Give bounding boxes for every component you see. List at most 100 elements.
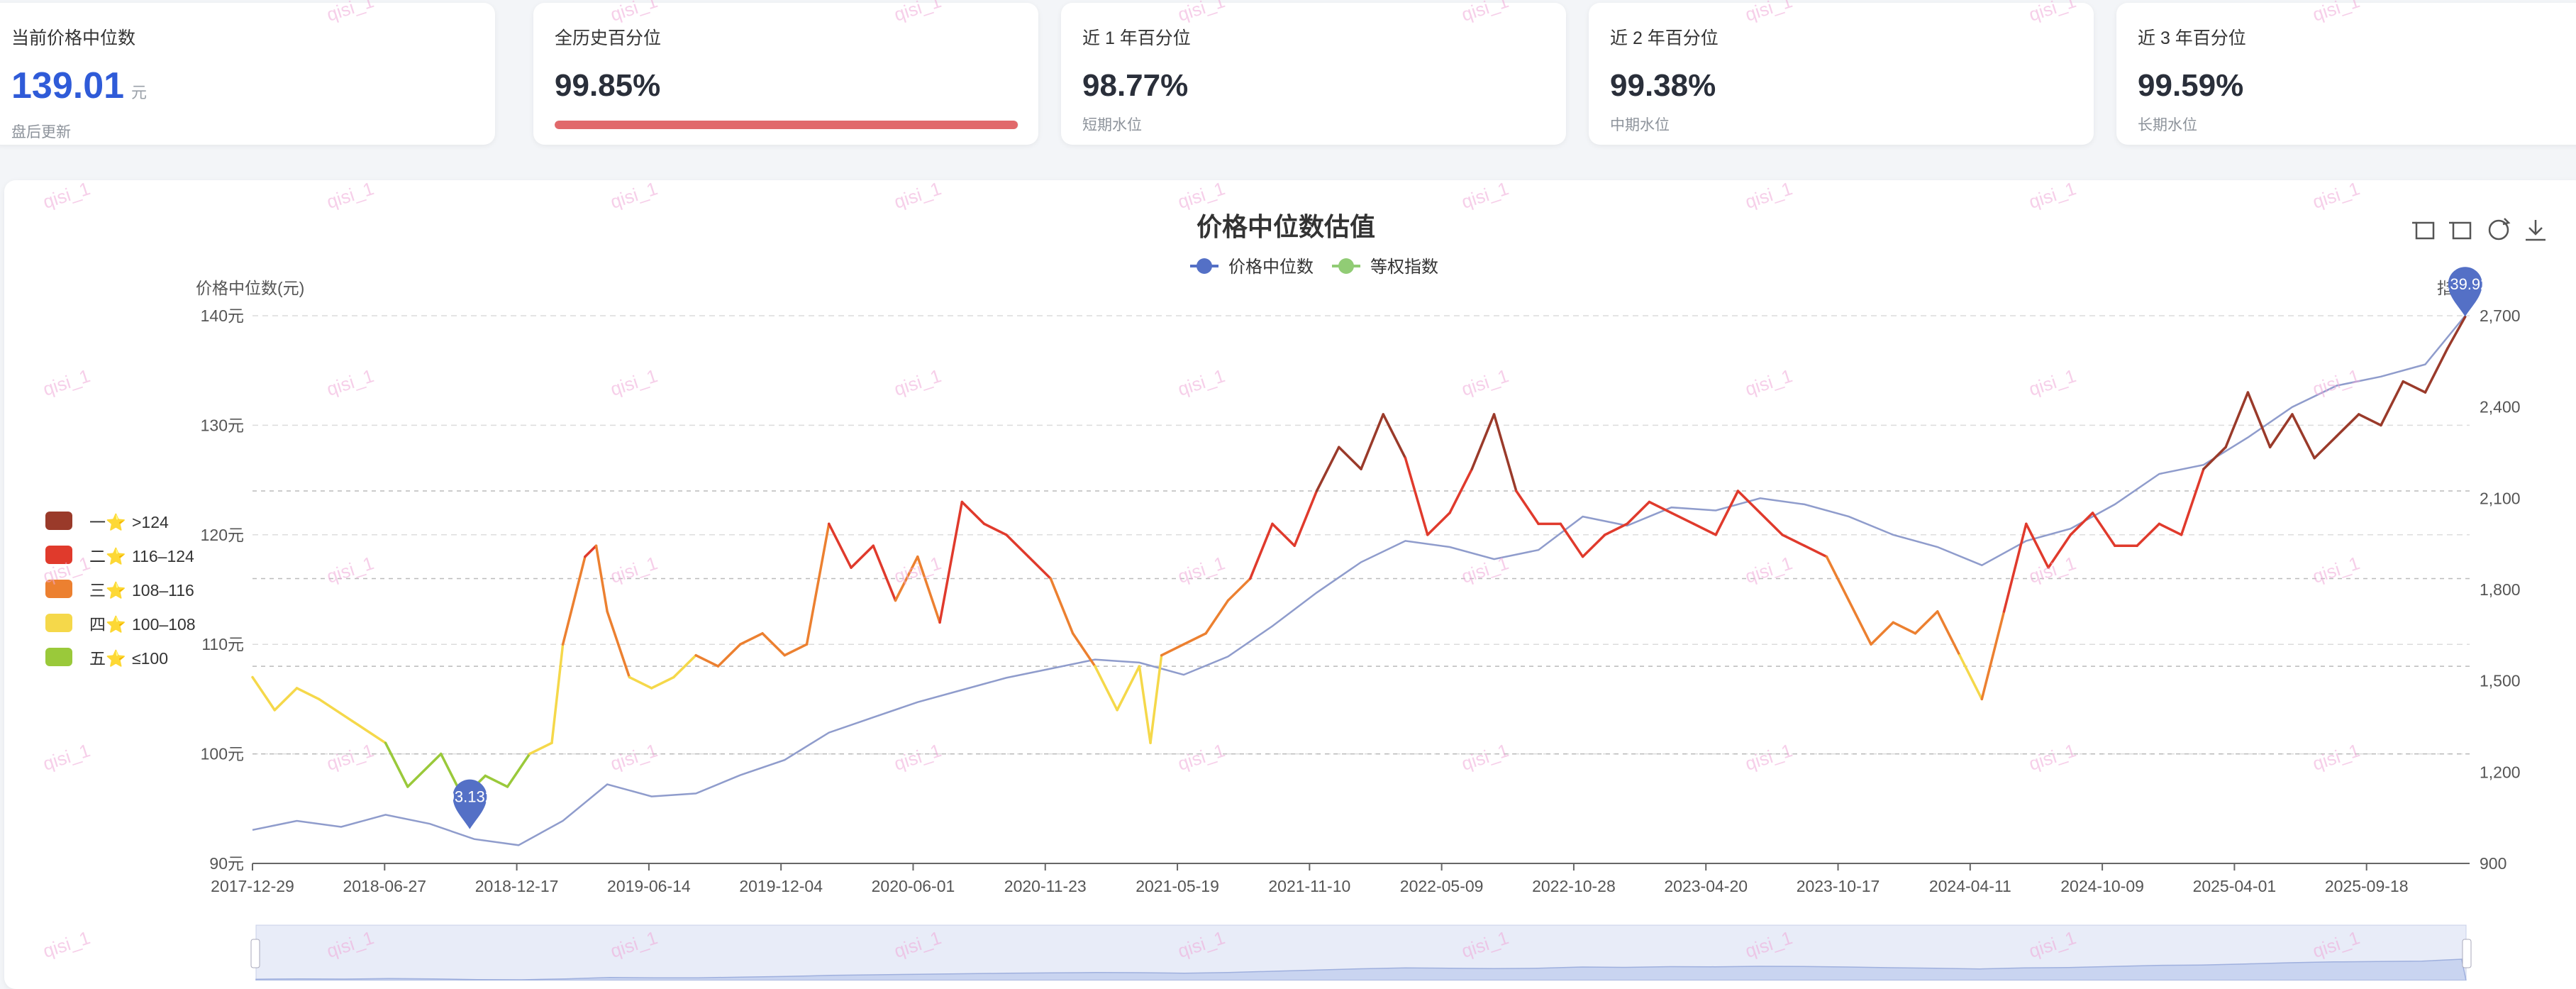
median-segment	[561, 555, 587, 646]
card-subtitle: 盘后更新	[11, 124, 71, 140]
median-segment	[1670, 512, 1695, 526]
card-subtitle: 中期水位	[1610, 117, 1670, 133]
percentile-value: 98.77%	[1082, 68, 1189, 103]
percentile-progress-fill	[555, 121, 1018, 129]
band-range: ≤100	[132, 649, 168, 668]
median-segment	[2445, 315, 2467, 350]
card-title: 当前价格中位数	[11, 28, 136, 48]
value-text: 139.01	[11, 65, 125, 106]
median-segment	[960, 500, 986, 526]
median-segment	[872, 544, 897, 602]
x-tick-label: 2017-12-29	[211, 877, 294, 895]
download-icon[interactable]	[2526, 220, 2546, 241]
x-tick-label: 2024-10-09	[2060, 877, 2144, 895]
median-valuation-chart[interactable]: 价格中位数估值价格中位数等权指数价格中位数(元)指数90元100元110元120…	[4, 180, 2576, 980]
median-segment	[295, 687, 321, 701]
median-segment	[2047, 534, 2072, 569]
median-segment	[1005, 534, 1030, 558]
x-tick-label: 2025-09-18	[2325, 877, 2409, 895]
band-swatch	[45, 512, 72, 530]
median-segment	[1271, 522, 1296, 547]
restore-icon[interactable]	[2488, 218, 2511, 241]
band-range: 108–116	[132, 581, 194, 600]
median-segment	[2402, 380, 2427, 394]
card-title: 全历史百分位	[555, 28, 662, 48]
y-tick-right: 2,400	[2480, 398, 2521, 416]
band-range: 100–108	[132, 615, 196, 634]
x-tick-label: 2023-04-20	[1664, 877, 1748, 895]
zoom-select-icon[interactable]	[2412, 221, 2435, 240]
median-segment	[1337, 446, 1362, 470]
x-axis: 2017-12-29 2018-06-27 2018-12-17 2019-06-14…	[211, 863, 2470, 895]
median-segment	[1027, 555, 1053, 580]
median-segment	[2357, 413, 2382, 427]
band-legend-item: 四⭐ 100–108	[45, 614, 196, 634]
max-marker: 139.92	[2441, 267, 2489, 317]
median-segment	[2291, 413, 2316, 460]
median-segment	[1692, 522, 1717, 536]
marker-pin	[453, 779, 487, 829]
median-segment	[1182, 632, 1207, 646]
y-tick-right: 900	[2480, 854, 2506, 873]
current-median-value: 139.01 元	[11, 65, 474, 111]
value-unit: 元	[131, 84, 148, 101]
card-title: 近 3 年百分位	[2138, 28, 2246, 48]
median-segment	[1149, 653, 1163, 744]
median-segment	[1825, 555, 1850, 602]
x-tick-label: 2022-10-28	[1532, 877, 1616, 895]
median-segment	[2335, 413, 2360, 438]
y-tick-right: 2,100	[2480, 489, 2521, 507]
x-tick-label: 2018-12-17	[475, 877, 559, 895]
median-segment	[1426, 512, 1451, 536]
y-tick-left: 140元	[201, 306, 244, 325]
x-tick-label: 2020-06-01	[872, 877, 955, 895]
median-segment	[761, 632, 786, 657]
median-segment	[1847, 599, 1872, 646]
median-segment	[694, 653, 720, 668]
median-segment	[1781, 534, 1806, 547]
median-segment	[1204, 599, 1230, 635]
median-segment	[1448, 468, 1474, 514]
median-segment	[2424, 347, 2449, 394]
median-segment	[606, 610, 631, 679]
band-legend-item: 二⭐ 116–124	[45, 546, 194, 565]
median-segment	[2202, 446, 2227, 470]
y-tick-right: 1,800	[2480, 580, 2521, 599]
median-segment	[716, 643, 742, 668]
slider-handle-right	[2462, 939, 2472, 968]
median-segment	[1581, 534, 1606, 558]
band-legend-item: 一⭐ >124	[45, 512, 169, 531]
median-segment	[894, 555, 919, 602]
chart-title: 价格中位数估值	[1197, 212, 1375, 241]
percentile-value: 99.59%	[2138, 68, 2244, 103]
x-tick-label: 2021-05-19	[1136, 877, 1219, 895]
legend-item-1[interactable]: 等权指数	[1332, 258, 1438, 277]
median-segment	[1648, 500, 1673, 514]
x-tick-label: 2020-11-23	[1004, 877, 1087, 895]
percentile-value: 99.85%	[555, 68, 661, 103]
median-segment	[2180, 468, 2205, 536]
median-segment	[1892, 621, 1917, 635]
band-label: 一⭐	[89, 513, 126, 531]
median-segment	[1404, 456, 1429, 536]
median-segment	[594, 544, 609, 613]
median-segment	[1470, 413, 1496, 470]
median-segment	[1914, 610, 1939, 635]
chart-panel: 价格中位数估值价格中位数等权指数价格中位数(元)指数90元100元110元120…	[4, 180, 2576, 989]
data-zoom-slider[interactable]	[250, 924, 2472, 980]
median-segment	[1160, 643, 1185, 657]
percentile-value: 99.38%	[1610, 68, 1716, 103]
legend-item-0[interactable]: 价格中位数	[1190, 258, 1314, 277]
y-axis-right: 900 1,200 1,500 1,800 2,100 2,400 2,700	[2480, 306, 2521, 873]
median-segment	[1714, 490, 1740, 536]
median-segment	[550, 643, 565, 744]
median-segment	[1248, 522, 1274, 580]
median-segment	[2380, 380, 2404, 427]
median-segment	[672, 653, 697, 679]
legend-marker	[1197, 258, 1212, 274]
x-tick-label: 2025-04-01	[2193, 877, 2277, 895]
median-segment	[982, 522, 1008, 536]
median-segment	[1958, 653, 1984, 701]
card-title: 近 1 年百分位	[1082, 28, 1191, 48]
zoom-reset-icon[interactable]	[2449, 221, 2472, 240]
